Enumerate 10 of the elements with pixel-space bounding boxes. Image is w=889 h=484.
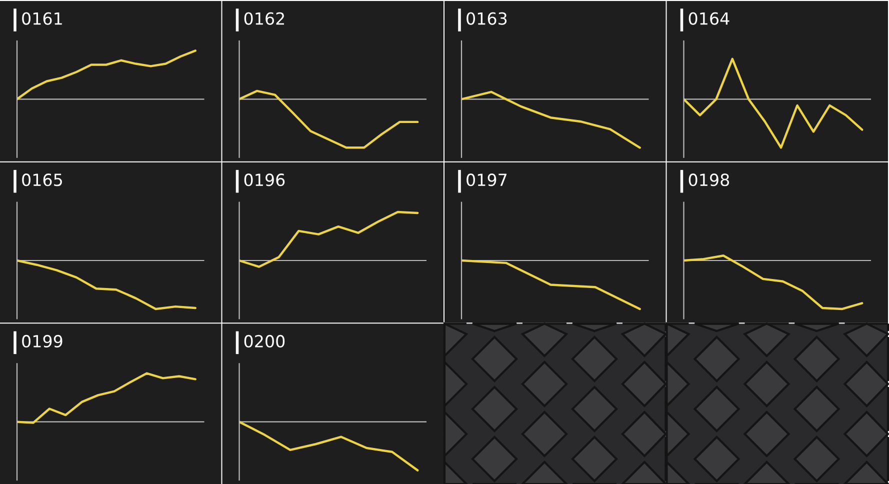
chart-title: 0197 xyxy=(466,174,506,186)
chart-title: 0162 xyxy=(244,12,284,25)
chart-title: 0200 xyxy=(244,334,285,348)
chart-title: 0165 xyxy=(22,174,62,186)
chart-title: 0164 xyxy=(688,12,730,25)
chart-title: 0163 xyxy=(466,12,507,25)
chart-title: 0196 xyxy=(244,174,285,186)
chart-title: 0198 xyxy=(688,174,730,186)
chart-title: 0199 xyxy=(22,334,62,348)
chart-title: 0161 xyxy=(22,12,62,25)
